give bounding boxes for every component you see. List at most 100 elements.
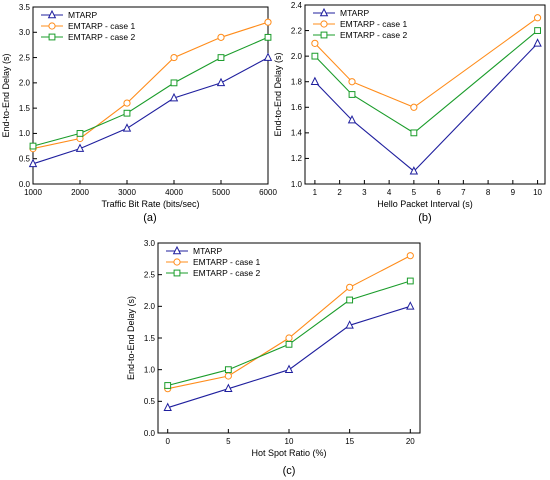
y-tick-label: 2.2 [291, 26, 303, 35]
y-tick-label: 1.5 [144, 334, 156, 343]
square-marker [170, 79, 178, 87]
y-tick-label: 0.5 [19, 155, 31, 164]
triangle-marker [406, 301, 415, 310]
x-tick-label: 5 [226, 437, 231, 446]
chart-panel-1: 0.0 0.5 1.0 1.5 2.0 2.5 3.0 3.5 1000 2000 3000 4000… [1, 3, 277, 224]
y-tick-label: 1.8 [291, 78, 303, 87]
x-tick-label: 2 [337, 188, 342, 197]
legend-label: MTARP [68, 10, 97, 20]
circle-marker [311, 39, 319, 47]
triangle-marker [347, 114, 357, 124]
y-tick-label: 2.0 [291, 52, 303, 61]
y-tick-label: 1.5 [19, 104, 31, 113]
x-tick-label: 1000 [24, 188, 42, 197]
circle-marker [224, 372, 232, 380]
series-line [314, 17, 538, 108]
y-tick-label: 1.4 [291, 129, 303, 138]
legend-label: MTARP [193, 246, 222, 256]
circle-marker [346, 283, 354, 291]
x-axis-title: Hello Packet Interval (s) [377, 199, 473, 209]
y-tick-label: 0.0 [144, 429, 156, 438]
legend-label: MTARP [340, 8, 369, 18]
y-tick-label: 2.5 [19, 53, 31, 62]
triangle-marker [163, 402, 172, 411]
y-tick-label: 2.5 [144, 270, 156, 279]
triangle-marker [169, 92, 179, 102]
legend-triangle-marker [319, 7, 329, 17]
circle-marker [533, 14, 542, 22]
circle-marker [348, 78, 356, 86]
legend-square-marker [320, 31, 328, 39]
x-tick-label: 3 [362, 188, 367, 197]
legend-label: EMTARP - case 2 [193, 268, 261, 278]
square-marker [76, 130, 84, 137]
y-tick-label: 1.6 [291, 103, 303, 112]
triangle-marker [345, 320, 354, 329]
x-tick-label: 9 [511, 188, 516, 197]
panel-label: (c) [283, 465, 296, 477]
legend-square-marker [173, 269, 181, 277]
y-axis-title: End-to-End Delay (s) [126, 296, 136, 380]
series-line [32, 57, 269, 165]
triangle-marker [75, 143, 85, 152]
legend-square-marker [48, 33, 56, 41]
legend-label: EMTARP - case 1 [340, 19, 408, 29]
panel-label: (a) [143, 212, 156, 224]
series-line [167, 305, 411, 409]
series-3 [164, 277, 414, 389]
series-line [314, 30, 538, 134]
x-tick-label: 1 [313, 188, 318, 197]
square-marker [346, 296, 354, 304]
legend-circle-marker [48, 22, 56, 30]
circle-marker [217, 33, 225, 41]
x-tick-label: 10 [285, 437, 294, 446]
square-marker [406, 277, 414, 285]
series-1 [28, 52, 273, 168]
square-marker [29, 142, 37, 150]
triangle-marker [284, 364, 294, 373]
x-tick-label: 7 [461, 188, 466, 197]
circle-marker [264, 18, 272, 26]
panel-label: (b) [418, 212, 431, 224]
y-tick-label: 0.0 [19, 180, 31, 189]
triangle-marker [409, 166, 419, 175]
square-marker [224, 366, 232, 374]
chart-panel-2: 1.0 1.2 1.4 1.6 1.8 2.0 2.2 2.4 1 2 3 4 5 6 7 8 9 10 Hello… [273, 1, 546, 224]
x-tick-label: 15 [345, 437, 354, 446]
series-line [32, 36, 269, 147]
circle-marker [410, 103, 418, 111]
series-line [32, 21, 269, 150]
series-3 [29, 33, 272, 150]
x-axis-title: Hot Spot Ratio (%) [251, 448, 326, 458]
x-tick-label: 10 [533, 188, 542, 197]
plot-frame [32, 6, 269, 185]
plot-frame [304, 4, 546, 185]
square-marker [311, 52, 319, 60]
x-tick-label: 5 [412, 188, 417, 197]
legend-label: EMTARP - case 1 [193, 257, 261, 267]
triangle-marker [224, 383, 233, 392]
series-1 [310, 38, 542, 175]
circle-marker [406, 252, 414, 260]
legend-label: EMTARP - case 2 [340, 30, 408, 40]
triangle-marker [263, 52, 273, 61]
chart-panel-3: 0.0 0.5 1.0 1.5 2.0 2.5 3.0 0 5 10 15 20 Hot Spot Ra… [126, 239, 421, 477]
y-axis-title: End-to-End Delay (s) [273, 52, 283, 136]
square-marker [217, 54, 225, 61]
x-tick-label: 2000 [71, 188, 89, 197]
y-tick-label: 1.0 [19, 129, 31, 138]
legend-circle-marker [320, 20, 328, 28]
circle-marker [170, 53, 178, 62]
x-tick-label: 3000 [118, 188, 136, 197]
legend-triangle-marker [172, 245, 182, 255]
legend-circle-marker [173, 258, 181, 266]
series-3 [311, 27, 541, 137]
series-2 [29, 18, 272, 153]
circle-marker [285, 334, 293, 342]
square-marker [410, 129, 418, 137]
square-marker [123, 109, 131, 117]
y-tick-label: 1.2 [291, 154, 303, 163]
x-tick-label: 6 [436, 188, 441, 197]
